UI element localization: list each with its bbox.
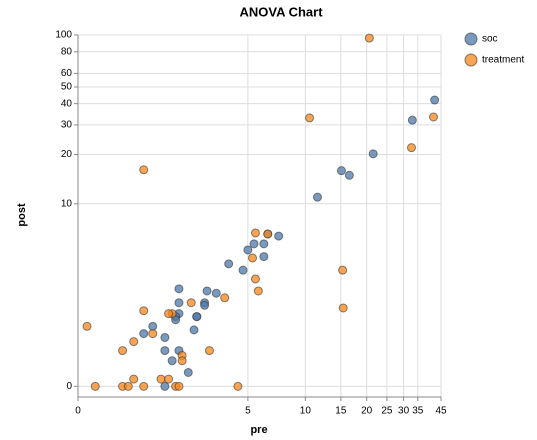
point: [249, 239, 259, 249]
legend-label: soc: [482, 34, 498, 45]
point: [238, 265, 248, 275]
point: [259, 252, 269, 262]
point: [139, 165, 149, 175]
point: [202, 286, 212, 296]
point: [156, 374, 166, 384]
point: [220, 293, 230, 303]
point: [224, 259, 234, 269]
point: [129, 374, 139, 384]
point: [204, 346, 214, 356]
point: [250, 228, 260, 238]
point: [407, 115, 417, 125]
x-tick-label: 25: [381, 406, 393, 417]
y-axis-title: post: [16, 203, 28, 227]
point: [253, 286, 263, 296]
point: [364, 33, 374, 43]
point: [160, 346, 170, 356]
point: [338, 265, 348, 275]
y-tick-label: 50: [61, 82, 73, 93]
point: [368, 149, 378, 159]
point: [406, 143, 416, 153]
point: [139, 306, 149, 316]
point: [164, 309, 174, 319]
x-tick-label: 5: [245, 406, 251, 417]
point: [263, 229, 273, 239]
point: [186, 298, 196, 308]
point: [312, 192, 322, 202]
y-tick-label: 100: [55, 30, 72, 41]
x-tick-label: 45: [435, 406, 447, 417]
point: [174, 284, 184, 294]
legend-label: treatment: [482, 55, 524, 66]
point: [189, 325, 199, 335]
point: [243, 245, 253, 255]
y-tick-label: 80: [61, 46, 73, 57]
y-tick-label: 10: [61, 198, 73, 209]
point: [82, 321, 92, 331]
point: [177, 356, 187, 366]
point: [200, 300, 210, 310]
point: [336, 166, 346, 176]
legend-symbol: [464, 53, 478, 67]
point: [183, 367, 193, 377]
point: [174, 381, 184, 391]
point: [338, 303, 348, 313]
point: [160, 332, 170, 342]
point: [167, 356, 177, 366]
point: [129, 337, 139, 347]
point: [174, 298, 184, 308]
x-tick-label: 0: [75, 406, 81, 417]
point: [139, 329, 149, 339]
point: [211, 288, 221, 298]
x-tick-label: 20: [361, 406, 373, 417]
point: [90, 381, 100, 391]
point: [233, 381, 243, 391]
point: [250, 274, 260, 284]
point: [430, 95, 440, 105]
point: [248, 253, 258, 263]
x-tick-label: 30: [398, 406, 410, 417]
point: [123, 381, 133, 391]
y-tick-label: 40: [61, 98, 73, 109]
point: [160, 381, 170, 391]
legend-symbol: [464, 32, 478, 46]
point: [344, 170, 354, 180]
x-tick-label: 10: [300, 406, 312, 417]
point: [274, 231, 284, 241]
y-tick-label: 60: [61, 68, 73, 79]
point: [428, 112, 438, 122]
y-tick-label: 0: [66, 381, 72, 392]
point: [148, 329, 158, 339]
point: [118, 346, 128, 356]
y-tick-label: 30: [61, 120, 73, 131]
x-tick-label: 35: [412, 406, 424, 417]
y-tick-label: 20: [61, 149, 73, 160]
point: [259, 239, 269, 249]
point: [192, 312, 202, 322]
chart-title: ANOVA Chart: [239, 4, 323, 19]
point: [305, 113, 315, 123]
point: [139, 381, 149, 391]
x-axis-title: pre: [250, 424, 267, 436]
x-tick-label: 15: [335, 406, 347, 417]
point: [164, 374, 174, 384]
